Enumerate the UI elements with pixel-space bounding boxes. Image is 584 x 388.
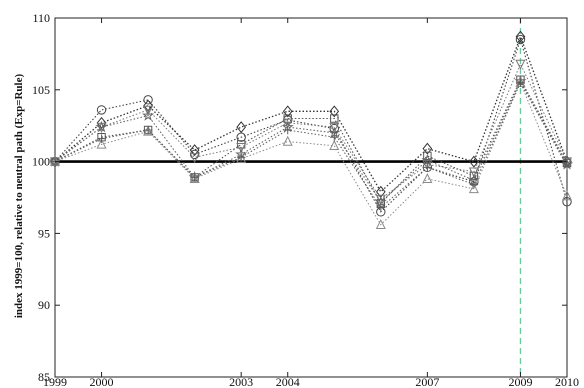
x-tick-label: 2010 [555,375,579,388]
point-circle [96,105,107,115]
series-plus [50,78,572,212]
y-tick-label: 100 [32,155,50,169]
point-star [142,109,155,121]
series-line [54,34,568,193]
series-line [54,62,568,200]
x-tick-label: 2004 [276,375,300,388]
y-tick-label: 90 [38,298,50,312]
point-plus [143,125,153,135]
point-plus [562,161,572,171]
point-triangle-down [515,59,526,70]
point-triangle-down [375,194,386,205]
point-circle [143,95,153,105]
point-diamond [515,30,526,43]
x-tick-label: 2009 [508,375,532,388]
point-diamond [329,105,340,118]
point-plus [469,180,479,189]
x-tick-label: 2000 [90,375,114,388]
point-triangle-down [329,122,340,133]
point-circle [515,34,526,45]
point-diamond [469,155,479,168]
point-diamond [189,144,200,157]
series-line [54,81,568,209]
x-tick-label: 2003 [229,375,253,388]
point-plus [376,203,386,212]
point-plus [516,78,525,87]
reference-layer [55,18,567,377]
point-triangle-up [561,190,573,201]
point-square [423,151,432,161]
series-line [54,37,568,213]
point-triangle-down [468,167,479,178]
point-star [95,120,108,133]
point-triangle-down [236,143,247,154]
point-triangle-up [282,135,293,146]
point-circle [562,197,572,207]
point-triangle-up [96,138,107,149]
point-triangle-up [329,139,340,151]
x-tick-label: 1999 [43,375,67,388]
point-triangle-down [143,105,154,116]
point-diamond [282,105,293,118]
series-line [54,81,568,226]
point-triangle-up [189,173,200,184]
point-triangle-down [189,153,200,164]
point-triangle-down [422,160,433,171]
tick-layer: 85 90 95 100 105 110 1999 2000 2003 2004 2007 2009 2… [32,11,579,388]
point-triangle-up [468,183,479,194]
point-diamond [96,116,107,129]
point-plus [190,173,199,182]
point-plus [423,163,432,172]
y-axis-label: index 1999=100, relative to neutral path… [13,74,25,319]
point-diamond [236,121,247,134]
series-line [54,79,568,203]
point-plus [283,125,292,135]
point-triangle-up [375,218,386,229]
point-triangle-up [422,173,433,184]
y-tick-label: 95 [38,226,50,240]
plot-area [54,17,568,378]
point-triangle-up [143,125,154,136]
series-layer [48,30,574,229]
point-plus [97,134,106,143]
y-tick-label: 85 [38,370,50,384]
x-tick-label: 2007 [415,375,439,388]
y-tick-label: 105 [32,83,50,97]
point-plus [330,132,339,142]
point-plus [236,153,246,162]
y-tick-label: 110 [32,11,50,25]
point-square [330,114,339,123]
plot-frame [54,17,568,378]
point-triangle-down [282,118,293,129]
point-star [421,153,434,166]
